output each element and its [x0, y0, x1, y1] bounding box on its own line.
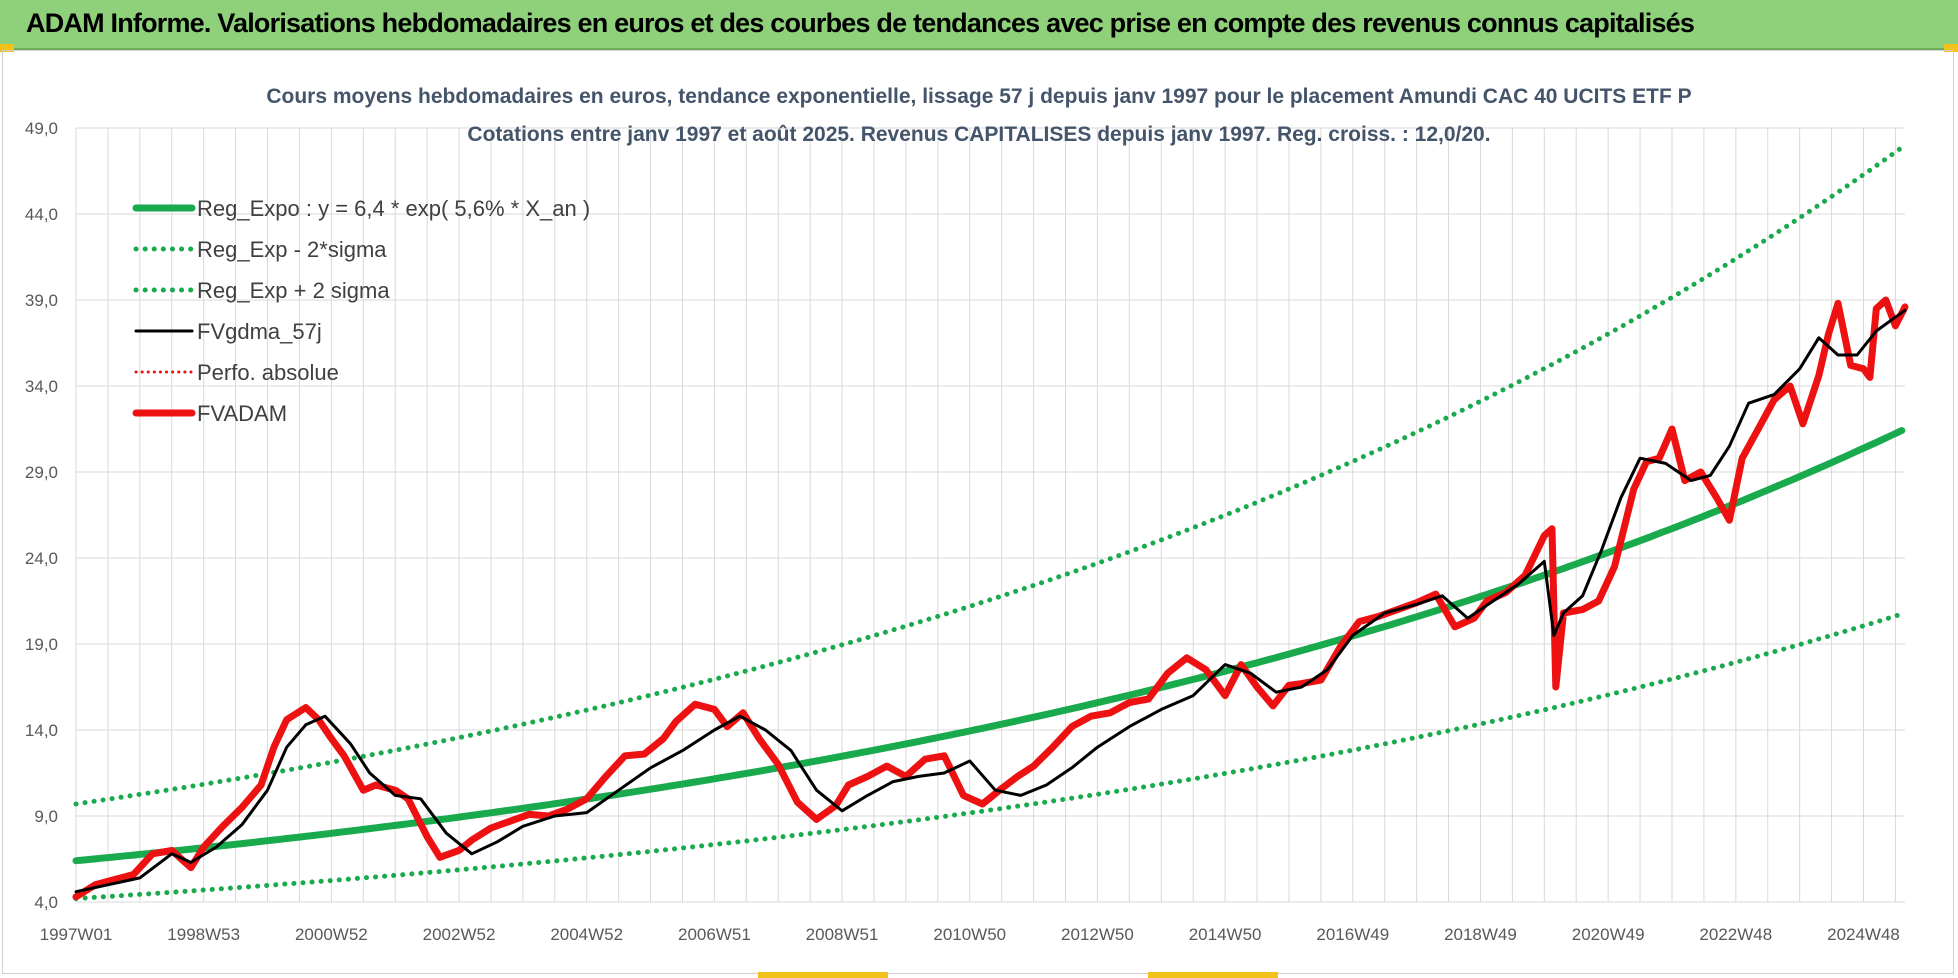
y-tick-label: 4,0 [34, 893, 58, 912]
y-tick-label: 9,0 [34, 807, 58, 826]
chart-frame [2, 50, 1954, 974]
x-axis-ticks: 1997W01 1998W53 2000W52 2002W52 2004W52 2006W… [40, 925, 1900, 944]
y-tick-label: 14,0 [25, 721, 58, 740]
series-line-reg-exp-plus-2sigma [73, 145, 1905, 807]
y-tick-label: 39,0 [25, 291, 58, 310]
legend-label: Reg_Exp - 2*sigma [197, 237, 387, 262]
x-tick-label: 2006W51 [678, 925, 751, 944]
x-tick-label: 2014W50 [1189, 925, 1262, 944]
chart-legend: Reg_Expo : y = 6,4 * exp( 5,6% * X_an ) R… [132, 196, 590, 426]
y-tick-label: 29,0 [25, 463, 58, 482]
chart-title: Cours moyens hebdomadaires en euros, ten… [266, 85, 1691, 108]
legend-label: Reg_Exp + 2 sigma [197, 278, 390, 303]
series-layer [72, 145, 1909, 902]
x-tick-label: 2012W50 [1061, 925, 1134, 944]
y-tick-label: 44,0 [25, 205, 58, 224]
x-tick-label: 2022W48 [1699, 925, 1772, 944]
bottom-mark [1148, 972, 1278, 978]
x-tick-label: 1998W53 [167, 925, 240, 944]
x-tick-label: 2002W52 [423, 925, 496, 944]
chart-subtitle: Cotations entre janv 1997 et août 2025. … [467, 123, 1490, 146]
series-line-fvgdma-57j [74, 308, 1907, 894]
x-tick-label: 2016W49 [1316, 925, 1389, 944]
y-tick-label: 49,0 [25, 119, 58, 138]
y-tick-label: 24,0 [25, 549, 58, 568]
series-line-reg-exp-minus-2sigma [73, 611, 1905, 902]
y-tick-label: 34,0 [25, 377, 58, 396]
x-tick-label: 2000W52 [295, 925, 368, 944]
corner-mark-left [0, 44, 14, 52]
y-tick-label: 19,0 [25, 635, 58, 654]
legend-label: FVADAM [197, 401, 287, 426]
report-title: ADAM Informe. Valorisations hebdomadaire… [26, 8, 1695, 38]
legend-label: Perfo. absolue [197, 360, 339, 385]
bottom-mark [758, 972, 888, 978]
x-tick-label: 2010W50 [933, 925, 1006, 944]
y-axis-ticks: 4,0 9,0 14,0 19,0 24,0 29,0 34,0 39,0 44,0 49,0 [25, 119, 58, 912]
x-tick-label: 2020W49 [1572, 925, 1645, 944]
legend-label: Reg_Expo : y = 6,4 * exp( 5,6% * X_an ) [197, 196, 590, 221]
corner-mark-right [1944, 44, 1958, 52]
x-tick-label: 1997W01 [40, 925, 113, 944]
report-banner: ADAM Informe. Valorisations hebdomadaire… [0, 0, 1958, 50]
x-tick-label: 2004W52 [550, 925, 623, 944]
legend-label: FVgdma_57j [197, 319, 322, 344]
x-tick-label: 2018W49 [1444, 925, 1517, 944]
x-tick-label: 2024W48 [1827, 925, 1900, 944]
x-tick-label: 2008W51 [806, 925, 879, 944]
